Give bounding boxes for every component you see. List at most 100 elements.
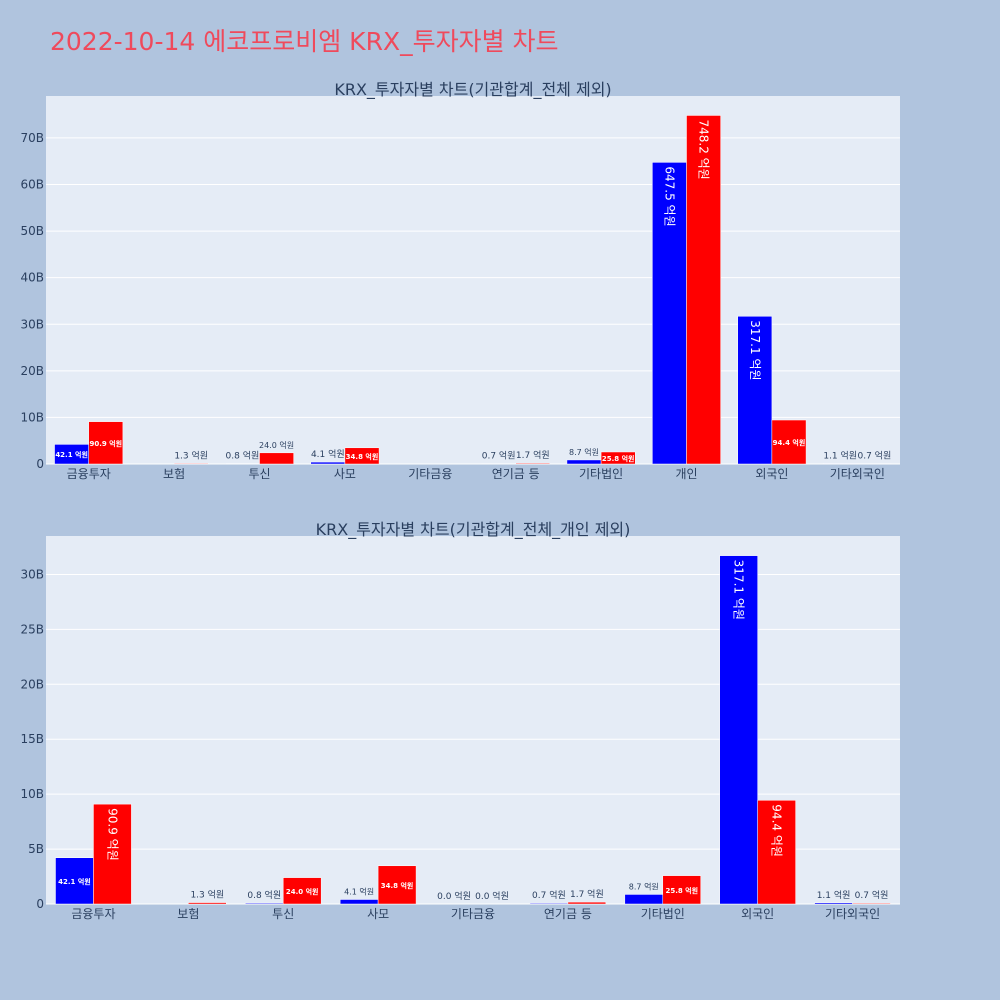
bar: [245, 902, 284, 905]
bar-value-label: 42.1 억원: [55, 450, 88, 459]
bar-value-label: 90.9 억원: [89, 439, 122, 448]
bar-value-label: 1.1 억원: [817, 889, 851, 901]
bar: [567, 901, 607, 905]
bar-value-label: 1.3 억원: [174, 449, 208, 461]
bar-value-label: 1.3 억원: [190, 889, 224, 901]
bar-value-label: 25.8 억원: [665, 886, 698, 895]
bar: [624, 894, 664, 905]
bar-value-label: 317.1 억원: [748, 320, 762, 380]
bar: [652, 162, 687, 465]
bar-value-label: 0.7 억원: [855, 889, 889, 901]
bar: [737, 316, 773, 465]
bar-value-label: 0.0 억원: [475, 890, 509, 902]
x-tick-label: 외국인: [741, 907, 774, 921]
y-tick-label: 25B: [20, 622, 44, 636]
x-tick-label: 기타금융: [451, 907, 495, 921]
y-tick-label: 10B: [20, 787, 44, 801]
x-tick-label: 금융투자: [67, 467, 111, 481]
bar-value-label: 34.8 억원: [346, 452, 379, 461]
y-tick-label: 20B: [20, 677, 44, 691]
bar-value-label: 94.4 억원: [770, 804, 784, 857]
bar: [188, 902, 227, 905]
y-tick-label: 50B: [20, 224, 44, 238]
bar-value-label: 24.0 억원: [286, 887, 319, 896]
x-tick-label: 기타법인: [641, 907, 685, 921]
x-tick-label: 사모: [334, 467, 356, 481]
bar-value-label: 1.7 억원: [516, 449, 550, 461]
page-title: 2022-10-14 에코프로비엠 KRX_투자자별 차트: [50, 27, 559, 56]
bar: [377, 865, 417, 905]
bar-value-label: 4.1 억원: [311, 448, 345, 460]
bar-value-label: 24.0 억원: [259, 440, 294, 450]
chart-1: 0 10B 20B 30B 40B 50B 60B 70B KRX_투자자별 차트(기관합계_전…: [20, 80, 900, 481]
bar: [344, 447, 380, 465]
x-tick-label: 투신: [248, 467, 270, 481]
bar: [55, 857, 94, 905]
bar: [852, 902, 891, 905]
y-tick-label: 0: [36, 457, 44, 471]
x-tick-label: 사모: [367, 907, 389, 921]
y-tick-label: 60B: [20, 178, 44, 192]
bar-value-label: 317.1 억원: [732, 560, 746, 620]
y-tick-label: 0: [36, 897, 44, 911]
bar: [814, 902, 853, 905]
x-tick-label: 외국인: [755, 467, 788, 481]
y-tick-label: 15B: [20, 732, 44, 746]
y-tick-label: 70B: [20, 131, 44, 145]
y-tick-label: 40B: [20, 271, 44, 285]
bar-value-label: 4.1 억원: [344, 886, 374, 896]
bar-value-label: 647.5 억원: [662, 166, 676, 226]
y-tick-label: 30B: [20, 567, 44, 581]
bar-value-label: 8.7 억원: [629, 881, 659, 891]
bar: [757, 800, 796, 905]
chart-title: KRX_투자자별 차트(기관합계_전체 제외): [334, 80, 611, 100]
bar: [529, 902, 569, 905]
x-tick-label: 보험: [177, 907, 199, 921]
bar-value-label: 0.8 억원: [226, 450, 260, 462]
bar: [88, 421, 124, 465]
bar-value-label: 1.1 억원: [823, 449, 857, 461]
bar: [771, 419, 807, 465]
bar: [310, 461, 346, 465]
bar-value-label: 0.7 억원: [482, 450, 516, 462]
x-tick-label: 기타외국인: [825, 907, 880, 921]
bar: [662, 875, 701, 905]
bar: [259, 452, 294, 465]
bar: [600, 451, 636, 465]
x-tick-label: 기타외국인: [830, 467, 885, 481]
x-tick-label: 연기금 등: [492, 467, 540, 481]
bar-value-label: 748.2 억원: [697, 119, 711, 179]
chart-title: KRX_투자자별 차트(기관합계_전체_개인 제외): [316, 520, 631, 540]
bar-value-label: 0.7 억원: [858, 450, 892, 462]
x-tick-label: 기타금융: [408, 467, 452, 481]
bar-value-label: 0.0 억원: [437, 890, 471, 902]
x-tick-label: 금융투자: [71, 907, 115, 921]
bar: [719, 555, 758, 905]
bar: [686, 115, 721, 465]
bar-value-label: 25.8 억원: [602, 454, 635, 463]
x-tick-label: 보험: [163, 467, 185, 481]
x-tick-label: 개인: [675, 467, 697, 481]
bar: [282, 877, 322, 905]
y-tick-label: 20B: [20, 364, 44, 378]
bar: [822, 463, 858, 465]
bar: [173, 463, 209, 465]
x-tick-label: 투신: [272, 907, 294, 921]
bar-value-label: 8.7 억원: [569, 447, 599, 457]
bar-value-label: 42.1 억원: [58, 877, 91, 886]
y-tick-label: 30B: [20, 317, 44, 331]
bar-value-label: 34.8 억원: [381, 881, 414, 890]
bar: [515, 462, 551, 465]
bar-value-label: 0.7 억원: [532, 889, 566, 901]
y-tick-label: 10B: [20, 410, 44, 424]
chart-2: 0 5B 10B 15B 20B 25B 30B KRX_투자자별 차트(기관합계_전체_개인…: [20, 520, 900, 921]
bar-value-label: 1.7 억원: [570, 888, 604, 900]
x-tick-label: 연기금 등: [544, 907, 592, 921]
bar-value-label: 0.8 억원: [247, 889, 281, 901]
bar-value-label: 90.9 억원: [105, 808, 119, 861]
bar: [93, 803, 132, 905]
y-tick-label: 5B: [28, 842, 44, 856]
bar: [339, 899, 379, 905]
